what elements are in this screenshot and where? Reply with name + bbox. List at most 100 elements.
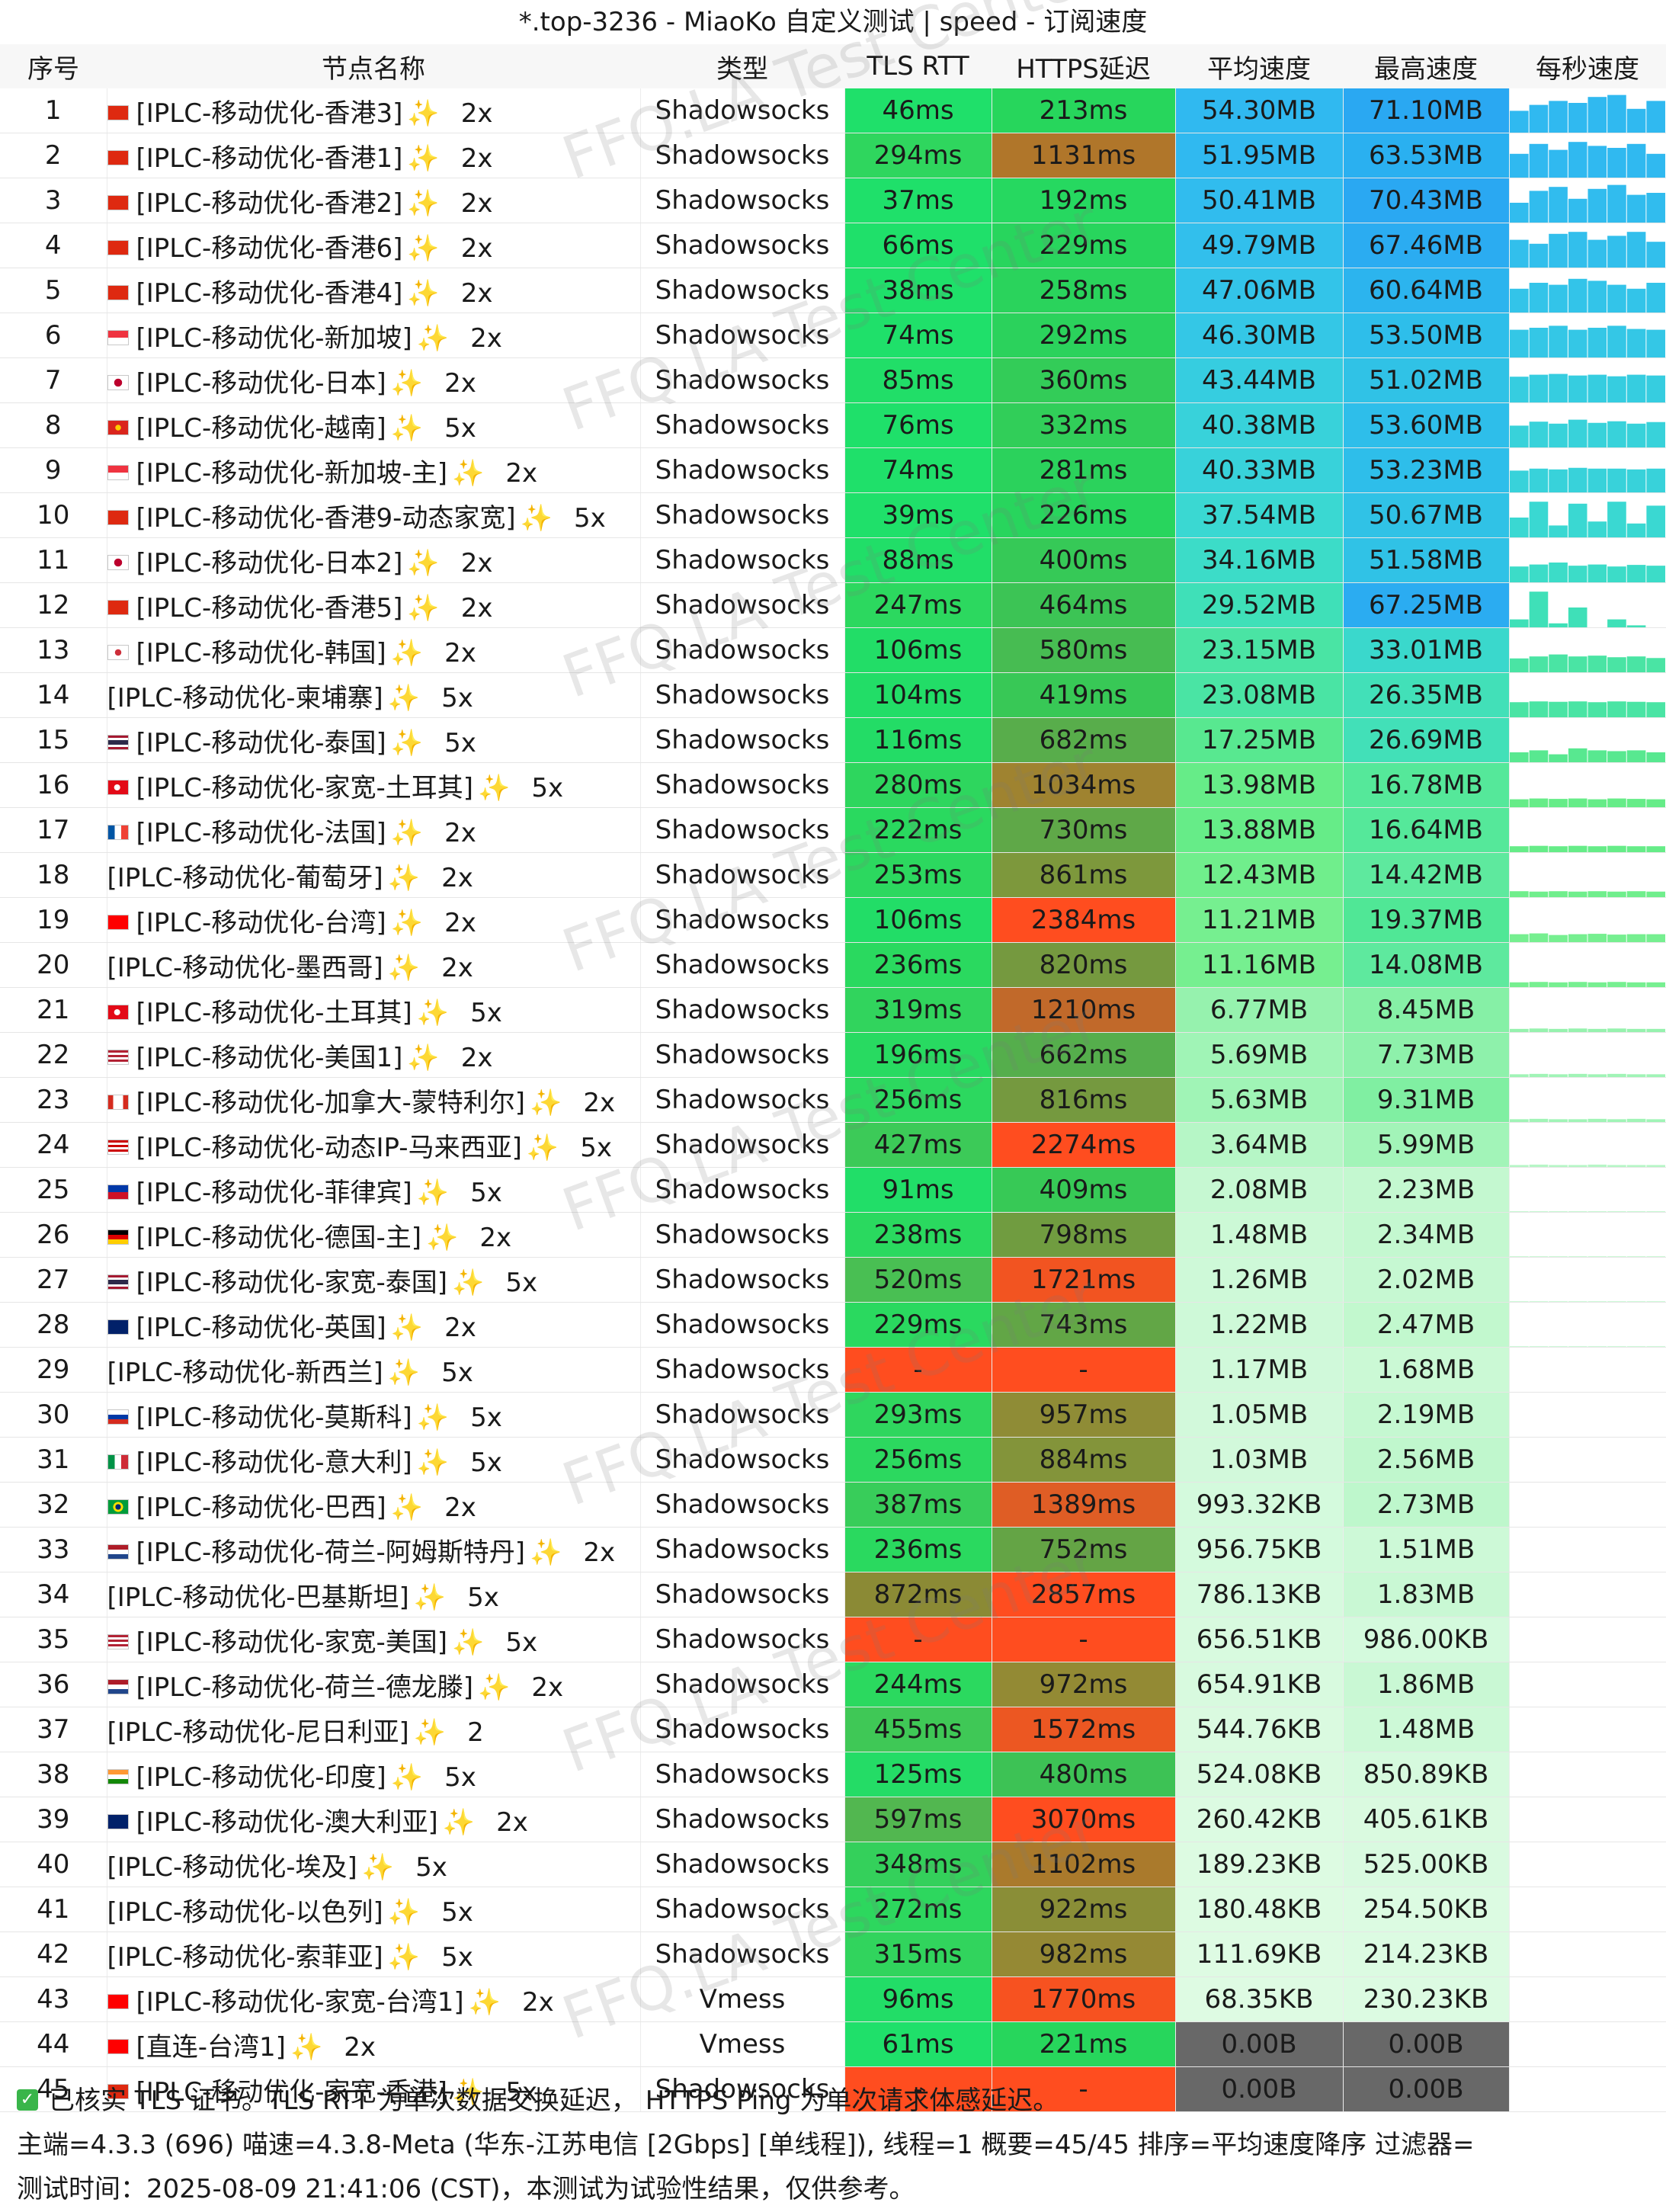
sparkline-bar — [1529, 591, 1548, 627]
table-row[interactable]: 10 [IPLC-移动优化-香港9-动态家宽] ✨ 5x Shadowsocks 39ms… — [0, 492, 1666, 538]
sparkline-bar — [1626, 288, 1645, 313]
sparkline-bar — [1509, 377, 1529, 402]
sparkle-icon: ✨ — [526, 1132, 559, 1163]
table-row[interactable]: 22 [IPLC-移动优化-美国1] ✨ 2x Shadowsocks 196ms 662m… — [0, 1032, 1666, 1078]
table-row[interactable]: 19 [IPLC-移动优化-台湾] ✨ 2x Shadowsocks 106ms 2384m… — [0, 897, 1666, 943]
sparkline-bar — [1529, 1028, 1548, 1032]
sparkline-bar — [1626, 523, 1645, 537]
table-row[interactable]: 15 [IPLC-移动优化-泰国] ✨ 5x Shadowsocks 116ms 682ms… — [0, 717, 1666, 763]
table-row[interactable]: 26 [IPLC-移动优化-德国-主] ✨ 2x Shadowsocks 238ms 798… — [0, 1212, 1666, 1258]
table-row[interactable]: 17 [IPLC-移动优化-法国] ✨ 2x Shadowsocks 222ms 730ms… — [0, 807, 1666, 853]
avg-speed-value: 50.41MB — [1175, 178, 1344, 223]
node-type: Vmess — [640, 2021, 845, 2067]
table-row[interactable]: 20 [IPLC-移动优化-墨西哥] ✨ 2x Shadowsocks 236ms 820m… — [0, 942, 1666, 988]
tls-rtt-value: 229ms — [844, 1302, 992, 1348]
table-row[interactable]: 43 [IPLC-移动优化-家宽-台湾1] ✨ 2x Vmess 96ms 1770ms 68… — [0, 1976, 1666, 2022]
table-row[interactable]: 11 [IPLC-移动优化-日本2] ✨ 2x Shadowsocks 88ms 400ms… — [0, 537, 1666, 583]
table-row[interactable]: 23 [IPLC-移动优化-加拿大-蒙特利尔] ✨ 2x Shadowsocks 256m… — [0, 1077, 1666, 1123]
max-speed-value: 230.23KB — [1343, 1976, 1510, 2022]
sparkline-bar — [1626, 1345, 1645, 1347]
table-row[interactable]: 37 [IPLC-移动优化-尼日利亚] ✨ 2 Shadowsocks 455ms 1572… — [0, 1707, 1666, 1752]
table-row[interactable]: 33 [IPLC-移动优化-荷兰-阿姆斯特丹] ✨ 2x Shadowsocks 236m… — [0, 1527, 1666, 1572]
avg-speed-value: 0.00B — [1175, 2021, 1344, 2067]
max-speed-value: 19.37MB — [1343, 897, 1510, 943]
table-row[interactable]: 31 [IPLC-移动优化-意大利] ✨ 5x Shadowsocks 256ms 884m… — [0, 1437, 1666, 1483]
tls-rtt-value: 76ms — [844, 402, 992, 448]
table-row[interactable]: 27 [IPLC-移动优化-家宽-泰国] ✨ 5x Shadowsocks 520ms 17… — [0, 1257, 1666, 1303]
table-row[interactable]: 36 [IPLC-移动优化-荷兰-德龙滕] ✨ 2x Shadowsocks 244ms 9… — [0, 1662, 1666, 1707]
per-second-speed-sparkline — [1509, 627, 1666, 673]
tls-rtt-value: 256ms — [844, 1077, 992, 1123]
table-row[interactable]: 25 [IPLC-移动优化-菲律宾] ✨ 5x Shadowsocks 91ms 409ms… — [0, 1167, 1666, 1213]
max-speed-value: 1.86MB — [1343, 1662, 1510, 1707]
tls-rtt-value: 104ms — [844, 672, 992, 718]
table-row[interactable]: 1 [IPLC-移动优化-香港3] ✨ 2x Shadowsocks 46ms 213ms 5… — [0, 88, 1666, 133]
col-header-index[interactable]: 序号 — [0, 44, 107, 88]
https-latency-value: 221ms — [992, 2021, 1176, 2067]
https-latency-value: 972ms — [992, 1662, 1176, 1707]
sparkline-bar — [1529, 374, 1548, 402]
sparkline-bar — [1529, 191, 1548, 223]
tls-rtt-value: 387ms — [844, 1482, 992, 1528]
https-latency-value: 1034ms — [992, 762, 1176, 808]
table-row[interactable]: 32 [IPLC-移动优化-巴西] ✨ 2x Shadowsocks 387ms 1389m… — [0, 1482, 1666, 1528]
sparkline-bar — [1588, 1118, 1607, 1122]
col-header-avg-speed[interactable]: 平均速度 — [1175, 44, 1343, 88]
table-row[interactable]: 16 [IPLC-移动优化-家宽-土耳其] ✨ 5x Shadowsocks 280ms 1… — [0, 762, 1666, 808]
col-header-https-latency[interactable]: HTTPS延迟 — [992, 44, 1175, 88]
sparkline-bar — [1509, 1300, 1529, 1302]
table-row[interactable]: 9 [IPLC-移动优化-新加坡-主] ✨ 2x Shadowsocks 74ms 281m… — [0, 447, 1666, 493]
node-name-cell: [IPLC-移动优化-家宽-美国] ✨ 5x — [107, 1617, 641, 1662]
col-header-per-second-speed[interactable]: 每秒速度 — [1509, 44, 1666, 88]
table-row[interactable]: 7 [IPLC-移动优化-日本] ✨ 2x Shadowsocks 85ms 360ms 43… — [0, 357, 1666, 403]
table-row[interactable]: 18 [IPLC-移动优化-葡萄牙] ✨ 2x Shadowsocks 253ms 861m… — [0, 852, 1666, 898]
tls-rtt-value: 61ms — [844, 2021, 992, 2067]
table-row[interactable]: 24 [IPLC-移动优化-动态IP-马来西亚] ✨ 5x Shadowsocks 427… — [0, 1122, 1666, 1168]
max-speed-value: 405.61KB — [1343, 1797, 1510, 1842]
table-row[interactable]: 39 [IPLC-移动优化-澳大利亚] ✨ 2x Shadowsocks 597ms 307… — [0, 1797, 1666, 1842]
table-row[interactable]: 5 [IPLC-移动优化-香港4] ✨ 2x Shadowsocks 38ms 258ms 4… — [0, 268, 1666, 313]
window-title: *.top-3236 - MiaoKo 自定义测试 | speed - 订阅速度 — [0, 0, 1666, 44]
table-row[interactable]: 21 [IPLC-移动优化-土耳其] ✨ 5x Shadowsocks 319ms 1210… — [0, 987, 1666, 1033]
table-row[interactable]: 40 [IPLC-移动优化-埃及] ✨ 5x Shadowsocks 348ms 1102m… — [0, 1842, 1666, 1887]
table-row[interactable]: 14 [IPLC-移动优化-柬埔寨] ✨ 5x Shadowsocks 104ms 419m… — [0, 672, 1666, 718]
sparkline-bar — [1645, 702, 1665, 717]
table-row[interactable]: 38 [IPLC-移动优化-印度] ✨ 5x Shadowsocks 125ms 480ms… — [0, 1752, 1666, 1797]
https-latency-value: - — [992, 2066, 1176, 2112]
row-index: 43 — [0, 1976, 107, 2022]
sparkline-bar — [1607, 798, 1626, 807]
col-header-type[interactable]: 类型 — [640, 44, 844, 88]
table-row[interactable]: 28 [IPLC-移动优化-英国] ✨ 2x Shadowsocks 229ms 743ms… — [0, 1302, 1666, 1348]
node-type: Shadowsocks — [640, 852, 845, 898]
sparkline-bar — [1568, 1255, 1588, 1257]
table-row[interactable]: 8 [IPLC-移动优化-越南] ✨ 5x Shadowsocks 76ms 332ms 40… — [0, 402, 1666, 448]
table-row[interactable]: 34 [IPLC-移动优化-巴基斯坦] ✨ 5x Shadowsocks 872ms 285… — [0, 1572, 1666, 1617]
col-header-name[interactable]: 节点名称 — [107, 44, 640, 88]
table-row[interactable]: 12 [IPLC-移动优化-香港5] ✨ 2x Shadowsocks 247ms 464m… — [0, 582, 1666, 628]
avg-speed-value: 2.08MB — [1175, 1167, 1344, 1213]
sparkline-bar — [1626, 891, 1645, 897]
avg-speed-value: 54.30MB — [1175, 88, 1344, 133]
table-row[interactable]: 29 [IPLC-移动优化-新西兰] ✨ 5x Shadowsocks - -1.17MB 1… — [0, 1347, 1666, 1393]
table-row[interactable]: 45 [IPLC-移动优化-家宽-香港] ✨ 5x Shadowsocks - -0.00B… — [0, 2066, 1666, 2112]
row-index: 17 — [0, 807, 107, 853]
avg-speed-value: 111.69KB — [1175, 1931, 1344, 1977]
col-header-tls-rtt[interactable]: TLS RTT — [844, 44, 992, 88]
table-row[interactable]: 4 [IPLC-移动优化-香港6] ✨ 2x Shadowsocks 66ms 229ms 4… — [0, 223, 1666, 268]
table-row[interactable]: 2 [IPLC-移动优化-香港1] ✨ 2x Shadowsocks 294ms 1131m… — [0, 133, 1666, 178]
table-row[interactable]: 42 [IPLC-移动优化-索菲亚] ✨ 5x Shadowsocks 315ms 982m… — [0, 1931, 1666, 1977]
table-row[interactable]: 6 [IPLC-移动优化-新加坡] ✨ 2x Shadowsocks 74ms 292ms 4… — [0, 313, 1666, 358]
table-row[interactable]: 30 [IPLC-移动优化-莫斯科] ✨ 5x Shadowsocks 293ms 957m… — [0, 1392, 1666, 1438]
table-row[interactable]: 3 [IPLC-移动优化-香港2] ✨ 2x Shadowsocks 37ms 192ms 5… — [0, 178, 1666, 223]
avg-speed-value: 5.63MB — [1175, 1077, 1344, 1123]
table-row[interactable]: 44 [直连-台湾1] ✨ 2x Vmess 61ms 221ms 0.00B 0.00B — [0, 2021, 1666, 2067]
col-header-max-speed[interactable]: 最高速度 — [1343, 44, 1509, 88]
table-row[interactable]: 13 [IPLC-移动优化-韩国] ✨ 2x Shadowsocks 106ms 580ms… — [0, 627, 1666, 673]
sparkline-bar — [1568, 142, 1588, 178]
sparkle-icon: ✨ — [530, 1537, 562, 1568]
per-second-speed-sparkline — [1509, 223, 1666, 268]
table-row[interactable]: 35 [IPLC-移动优化-家宽-美国] ✨ 5x Shadowsocks - -656.5… — [0, 1617, 1666, 1662]
table-row[interactable]: 41 [IPLC-移动优化-以色列] ✨ 5x Shadowsocks 272ms 922m… — [0, 1887, 1666, 1932]
sparkline-bar — [1607, 95, 1626, 133]
sparkline-bar — [1626, 374, 1645, 402]
